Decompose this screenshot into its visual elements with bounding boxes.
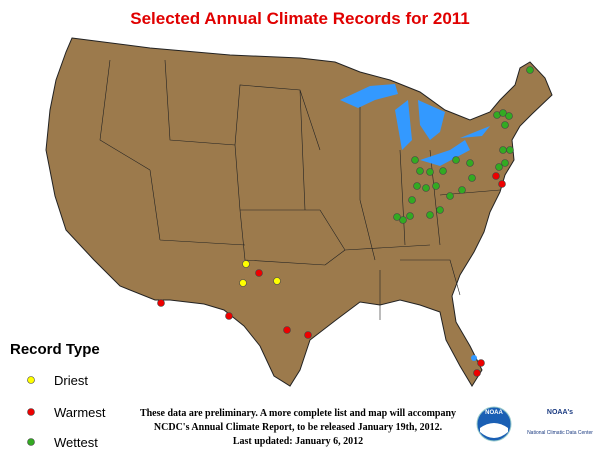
point [495, 163, 503, 171]
point [393, 213, 401, 221]
point [506, 146, 514, 154]
record-points [157, 66, 534, 377]
point [468, 174, 476, 182]
point [452, 156, 460, 164]
point [501, 159, 509, 167]
legend-swatch [27, 408, 35, 416]
point [501, 121, 509, 129]
point [157, 299, 165, 307]
note-line: NCDC's Annual Climate Report, to be rele… [154, 422, 443, 433]
point [426, 211, 434, 219]
warmest-points [157, 172, 506, 377]
title: Selected Annual Climate Records for 2011 [130, 9, 470, 28]
point [436, 206, 444, 214]
legend-swatch [27, 438, 35, 446]
note-line: These data are preliminary. A more compl… [140, 408, 456, 419]
point [473, 369, 481, 377]
point [242, 260, 250, 268]
point [499, 109, 507, 117]
point [432, 182, 440, 190]
wettest-points [393, 66, 534, 224]
point [446, 192, 454, 200]
point [408, 196, 416, 204]
point [498, 180, 506, 188]
legend-item: Warmest [54, 405, 106, 420]
legend-title: Record Type [10, 341, 100, 358]
point [526, 66, 534, 74]
legend-swatch [27, 376, 35, 384]
point [273, 277, 281, 285]
lake-okeechobee [471, 355, 477, 361]
point [255, 269, 263, 277]
point [416, 167, 424, 175]
noaa-logo: NOAA NOAA's National Climatic Data Cente… [476, 406, 593, 442]
us-map [45, 37, 553, 387]
legend-item: Wettest [54, 435, 98, 450]
point [426, 168, 434, 176]
state-lines [99, 59, 501, 320]
point [413, 182, 421, 190]
legend-item: Driest [54, 373, 88, 388]
point [399, 216, 407, 224]
point [422, 184, 430, 192]
driest-points [239, 260, 281, 287]
point [499, 146, 507, 154]
note-line: Last updated: January 6, 2012 [233, 436, 363, 447]
legend: Record Type Driest Warmest Wettest [10, 341, 106, 450]
logo-center: National Climatic Data Center [527, 430, 593, 436]
point [492, 172, 500, 180]
point [439, 167, 447, 175]
point [411, 156, 419, 164]
point [304, 331, 312, 339]
point [466, 159, 474, 167]
point [283, 326, 291, 334]
point [239, 279, 247, 287]
point [406, 212, 414, 220]
point [505, 112, 513, 120]
point [477, 359, 485, 367]
logo-name: NOAA's [547, 409, 573, 416]
note: These data are preliminary. A more compl… [140, 408, 456, 447]
point [225, 312, 233, 320]
logo-gull [480, 423, 508, 438]
logo-badge: NOAA [485, 410, 503, 416]
point [458, 186, 466, 194]
